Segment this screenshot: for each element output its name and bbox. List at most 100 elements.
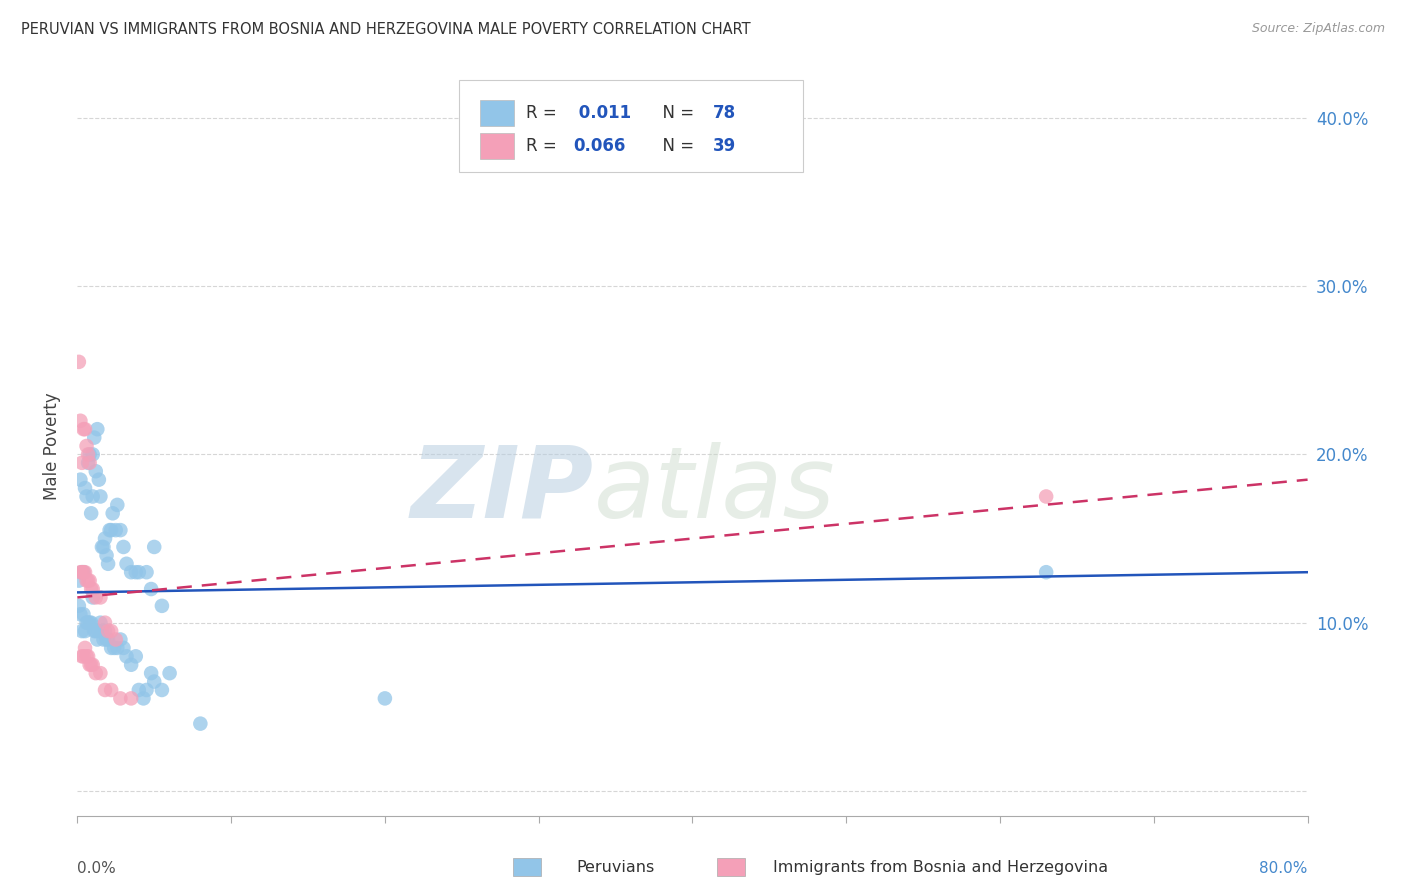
Point bbox=[84, 464, 107, 478]
Text: 0.0%: 0.0% bbox=[77, 861, 117, 876]
Point bbox=[69, 414, 91, 428]
Point bbox=[76, 649, 98, 664]
Point bbox=[73, 640, 96, 655]
Text: PERUVIAN VS IMMIGRANTS FROM BOSNIA AND HERZEGOVINA MALE POVERTY CORRELATION CHAR: PERUVIAN VS IMMIGRANTS FROM BOSNIA AND H… bbox=[21, 22, 751, 37]
Point bbox=[96, 632, 118, 647]
Point bbox=[150, 683, 173, 698]
Point bbox=[115, 649, 138, 664]
FancyBboxPatch shape bbox=[479, 133, 515, 160]
Point bbox=[70, 565, 93, 579]
Point bbox=[87, 473, 110, 487]
Point bbox=[104, 632, 127, 647]
Point bbox=[70, 456, 93, 470]
Point bbox=[77, 615, 100, 630]
Point bbox=[100, 683, 122, 698]
Text: Source: ZipAtlas.com: Source: ZipAtlas.com bbox=[1251, 22, 1385, 36]
Point bbox=[87, 624, 110, 639]
Point bbox=[69, 473, 91, 487]
Point bbox=[125, 565, 148, 579]
Point bbox=[120, 657, 142, 672]
Point bbox=[73, 422, 96, 436]
Point bbox=[84, 666, 107, 681]
Text: Immigrants from Bosnia and Herzegovina: Immigrants from Bosnia and Herzegovina bbox=[773, 860, 1108, 874]
Point bbox=[82, 657, 104, 672]
Point bbox=[82, 447, 104, 461]
Text: N =: N = bbox=[652, 103, 699, 122]
Point bbox=[115, 557, 138, 571]
Point bbox=[96, 549, 118, 563]
Point bbox=[79, 615, 101, 630]
Text: 78: 78 bbox=[713, 103, 737, 122]
Y-axis label: Male Poverty: Male Poverty bbox=[44, 392, 62, 500]
Point bbox=[120, 565, 142, 579]
Point bbox=[110, 523, 132, 537]
Point bbox=[100, 624, 122, 639]
Point bbox=[79, 574, 101, 588]
Point bbox=[89, 615, 111, 630]
Text: 0.066: 0.066 bbox=[574, 137, 626, 155]
Point bbox=[101, 506, 124, 520]
Point bbox=[135, 565, 157, 579]
Point bbox=[67, 574, 90, 588]
Point bbox=[73, 481, 96, 495]
Point bbox=[67, 355, 90, 369]
Point bbox=[80, 657, 103, 672]
Point bbox=[120, 691, 142, 706]
Text: R =: R = bbox=[526, 103, 562, 122]
Point bbox=[141, 666, 163, 681]
Point bbox=[97, 624, 120, 639]
Point bbox=[135, 683, 157, 698]
Point bbox=[112, 540, 135, 554]
Point bbox=[76, 574, 98, 588]
Point bbox=[73, 565, 96, 579]
Point bbox=[73, 624, 96, 639]
FancyBboxPatch shape bbox=[458, 79, 803, 172]
Point bbox=[97, 557, 120, 571]
Point bbox=[67, 599, 90, 613]
Point bbox=[103, 640, 125, 655]
Point bbox=[89, 490, 111, 504]
Point bbox=[90, 540, 114, 554]
Point bbox=[98, 523, 121, 537]
Point bbox=[84, 624, 107, 639]
Point bbox=[76, 615, 98, 630]
Point bbox=[90, 624, 114, 639]
Point bbox=[69, 565, 91, 579]
Point bbox=[79, 447, 101, 461]
Point bbox=[80, 506, 103, 520]
Point bbox=[125, 649, 148, 664]
Point bbox=[86, 632, 108, 647]
Point bbox=[150, 599, 173, 613]
Point bbox=[83, 624, 105, 639]
Point bbox=[80, 582, 103, 596]
Point bbox=[100, 640, 122, 655]
Point bbox=[94, 683, 117, 698]
Point bbox=[70, 624, 93, 639]
Point bbox=[72, 565, 94, 579]
Point bbox=[76, 490, 98, 504]
Point bbox=[1035, 490, 1057, 504]
Point bbox=[89, 666, 111, 681]
Point bbox=[93, 540, 115, 554]
Point bbox=[94, 624, 117, 639]
Point bbox=[159, 666, 181, 681]
Point bbox=[105, 640, 128, 655]
Point bbox=[89, 591, 111, 605]
Point bbox=[77, 574, 100, 588]
Point bbox=[104, 523, 127, 537]
Point bbox=[72, 422, 94, 436]
Point bbox=[77, 447, 100, 461]
Text: ZIP: ZIP bbox=[411, 442, 595, 539]
Text: N =: N = bbox=[652, 137, 699, 155]
Point bbox=[112, 640, 135, 655]
Point bbox=[110, 632, 132, 647]
Point bbox=[76, 439, 98, 453]
Point bbox=[82, 582, 104, 596]
Text: 0.011: 0.011 bbox=[574, 103, 631, 122]
Point bbox=[86, 422, 108, 436]
Point bbox=[72, 565, 94, 579]
Point bbox=[70, 649, 93, 664]
Point bbox=[83, 431, 105, 445]
Point bbox=[97, 632, 120, 647]
Point bbox=[105, 498, 128, 512]
